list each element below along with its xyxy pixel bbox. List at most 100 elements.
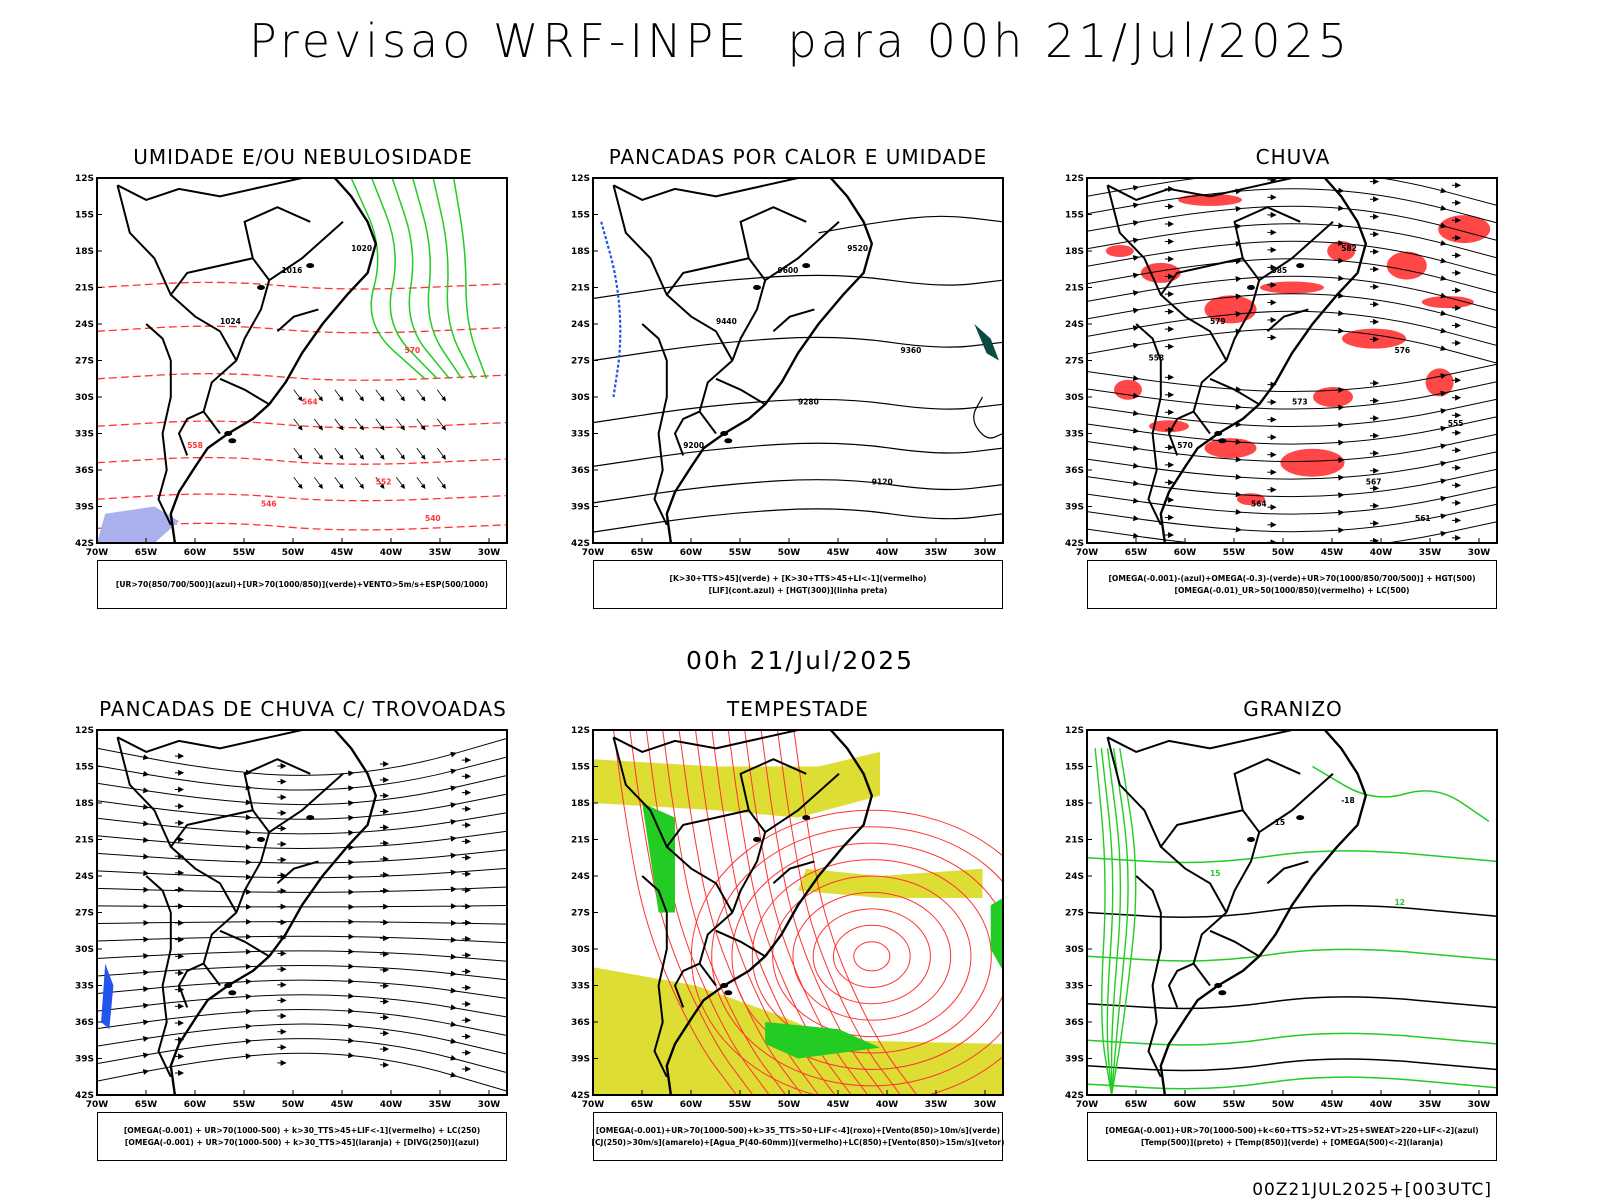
contour-label: 561 xyxy=(1415,514,1431,523)
contour-label: -18 xyxy=(1341,796,1355,805)
lon-tick-label: 65W xyxy=(1125,548,1148,558)
lon-tick-label: 55W xyxy=(1223,548,1246,558)
lat-tick-label: 33S xyxy=(571,430,590,440)
lon-tick-label: 65W xyxy=(1125,1100,1148,1110)
lat-tick-label: 18S xyxy=(1065,799,1084,809)
lon-tick-label: 60W xyxy=(680,1100,703,1110)
lat-tick-label: 33S xyxy=(1065,430,1084,440)
lon-tick-label: 30W xyxy=(974,548,997,558)
legend-tempestade: [OMEGA(-0.001)+UR>70(1000-500)+k>35_TTS>… xyxy=(591,1112,1005,1161)
lon-tick-label: 50W xyxy=(778,548,801,558)
contour-label: 585 xyxy=(1272,266,1288,275)
lat-tick-label: 24S xyxy=(75,320,94,330)
lon-tick-label: 30W xyxy=(1468,1100,1491,1110)
lon-tick-label: 30W xyxy=(974,1100,997,1110)
lat-tick-label: 12S xyxy=(75,174,94,184)
contour-label: 552 xyxy=(376,478,392,487)
lon-tick-label: 35W xyxy=(429,1100,452,1110)
map-granizo: -15 -18 15 12 12S 15S 18S 21S 24S 27S 30S 33S 36S 39S… xyxy=(1065,726,1498,1110)
panel-title-granizo: GRANIZO xyxy=(1243,697,1343,721)
lon-tick-label: 50W xyxy=(282,1100,305,1110)
lat-tick-label: 18S xyxy=(75,799,94,809)
legend-line: [OMEGA(-0.001) + UR>70(1000-500) + k>30_… xyxy=(124,1137,480,1147)
lat-tick-label: 24S xyxy=(1065,872,1084,882)
lat-tick-label: 30S xyxy=(75,945,94,955)
lon-tick-label: 70W xyxy=(1076,1100,1099,1110)
legend-line: [OMEGA(-0.01)_UR>50(1000/850)(vermelho) … xyxy=(1174,585,1410,595)
contour-label: 555 xyxy=(1448,419,1464,428)
contour-label: 567 xyxy=(1366,478,1382,487)
panel-title-umidade: UMIDADE E/OU NEBULOSIDADE xyxy=(133,145,473,169)
contour-label: 9280 xyxy=(798,397,819,406)
lon-tick-label: 45W xyxy=(827,1100,850,1110)
lat-tick-label: 18S xyxy=(571,247,590,257)
contour-label: 9200 xyxy=(683,441,704,450)
lat-tick-label: 21S xyxy=(571,836,590,846)
lat-tick-label: 15S xyxy=(1065,763,1084,773)
lat-tick-label: 33S xyxy=(75,982,94,992)
lat-tick-label: 30S xyxy=(75,393,94,403)
contour-label: 540 xyxy=(425,514,441,523)
map-umidade: 1016 1020 1024 570 564 558 552 546 540 12S 15S 18S 2… xyxy=(75,174,508,558)
contour-label: 12 xyxy=(1395,898,1405,907)
panel-title-chuva: CHUVA xyxy=(1255,145,1331,169)
contour-label: 573 xyxy=(1292,397,1308,406)
lat-tick-label: 18S xyxy=(75,247,94,257)
contour-label: 579 xyxy=(1210,317,1226,326)
lon-tick-label: 35W xyxy=(429,548,452,558)
lon-tick-label: 35W xyxy=(1419,548,1442,558)
lat-tick-label: 39S xyxy=(571,1055,590,1065)
contour-label: 582 xyxy=(1341,244,1357,253)
contour-label: 558 xyxy=(1149,354,1165,363)
lon-tick-label: 60W xyxy=(184,548,207,558)
lon-tick-label: 45W xyxy=(1321,548,1344,558)
lon-tick-label: 55W xyxy=(233,1100,256,1110)
legend-line: [OMEGA(-0.001)+UR>70(1000-500)+k<60+TTS>… xyxy=(1105,1125,1479,1135)
contour-label: 546 xyxy=(261,500,277,509)
lat-tick-label: 27S xyxy=(571,357,590,367)
lon-tick-label: 45W xyxy=(1321,1100,1344,1110)
legend-line: [OMEGA(-0.001) + UR>70(1000-500) + k>30_… xyxy=(123,1125,481,1135)
lon-tick-label: 50W xyxy=(282,548,305,558)
legend-line: [CJ(250)>30m/s](amarelo)+[Agua_P(40-60mm… xyxy=(591,1137,1005,1147)
contour-label: 9120 xyxy=(872,478,893,487)
lat-tick-label: 12S xyxy=(1065,726,1084,736)
lon-tick-label: 30W xyxy=(478,548,501,558)
lat-tick-label: 15S xyxy=(571,763,590,773)
lat-tick-label: 39S xyxy=(1065,503,1084,513)
lat-tick-label: 21S xyxy=(571,284,590,294)
lon-tick-label: 40W xyxy=(1370,1100,1393,1110)
lon-tick-label: 60W xyxy=(184,1100,207,1110)
lon-tick-label: 70W xyxy=(86,548,109,558)
lon-tick-label: 60W xyxy=(680,548,703,558)
lat-tick-label: 12S xyxy=(571,174,590,184)
lat-tick-label: 36S xyxy=(1065,1018,1084,1028)
lat-tick-label: 30S xyxy=(571,393,590,403)
lat-tick-label: 39S xyxy=(75,503,94,513)
legend-line: [LIF](cont.azul) + [HGT(300)](linha pret… xyxy=(708,585,888,595)
lat-tick-label: 42S xyxy=(75,539,94,549)
lon-tick-label: 35W xyxy=(925,1100,948,1110)
contour-label: -15 xyxy=(1272,818,1286,827)
lon-tick-label: 70W xyxy=(1076,548,1099,558)
lon-tick-label: 65W xyxy=(631,548,654,558)
lat-tick-label: 21S xyxy=(75,284,94,294)
lat-tick-label: 42S xyxy=(571,539,590,549)
contour-label: 9440 xyxy=(716,317,737,326)
contour-label: 1016 xyxy=(282,266,303,275)
lon-tick-label: 55W xyxy=(233,548,256,558)
map-frame xyxy=(592,177,1004,544)
contour-label: 15 xyxy=(1210,869,1220,878)
contour-label: 564 xyxy=(1251,500,1267,509)
legend-granizo: [OMEGA(-0.001)+UR>70(1000-500)+k<60+TTS>… xyxy=(1087,1112,1497,1161)
lon-tick-label: 70W xyxy=(86,1100,109,1110)
lat-tick-label: 27S xyxy=(1065,909,1084,919)
lat-tick-label: 27S xyxy=(1065,357,1084,367)
lon-tick-label: 45W xyxy=(331,548,354,558)
lon-tick-label: 45W xyxy=(331,1100,354,1110)
lat-tick-label: 27S xyxy=(75,357,94,367)
lat-tick-label: 42S xyxy=(75,1091,94,1101)
contour-label: 9600 xyxy=(778,266,799,275)
lat-tick-label: 36S xyxy=(571,1018,590,1028)
contour-label: 9520 xyxy=(847,244,868,253)
